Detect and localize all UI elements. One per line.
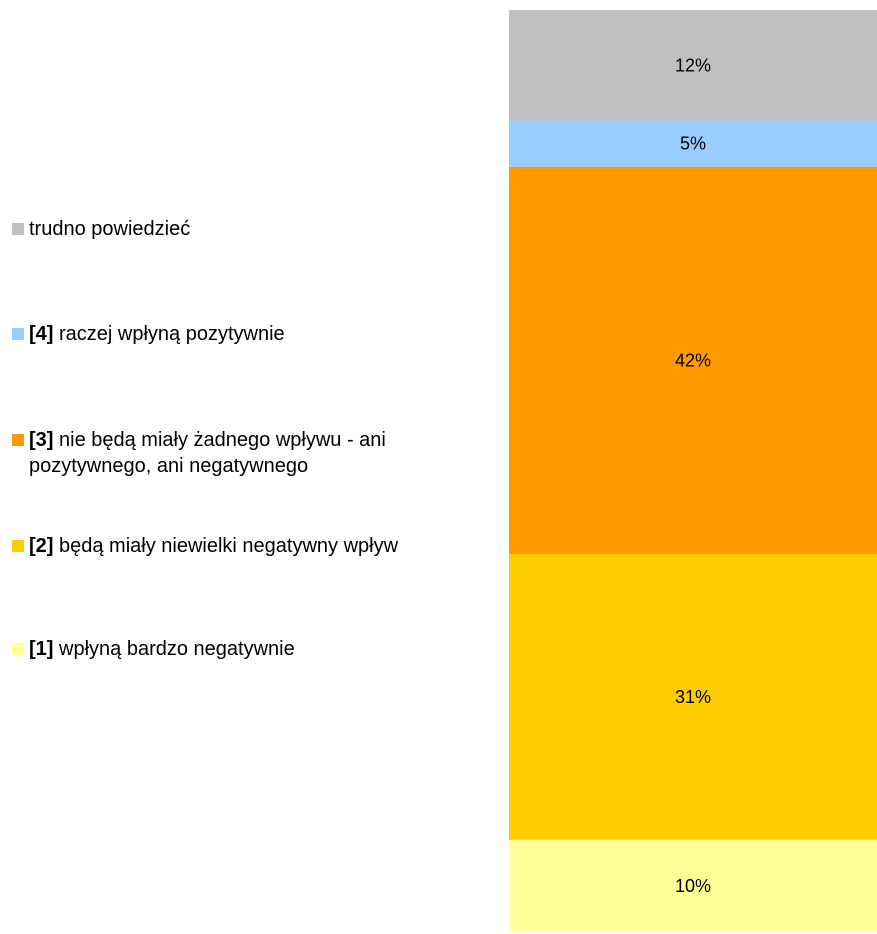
data-label-1: 10% [675, 876, 711, 896]
data-label-3: 42% [675, 350, 711, 370]
legend-item-1: [1] wpłyną bardzo negatywnie [12, 636, 409, 662]
legend-item-3: [3] nie będą miały żadnego wpływu - ani … [12, 427, 409, 479]
legend-item-trudno-powiedziec: trudno powiedzieć [12, 216, 409, 242]
data-label-2: 31% [675, 687, 711, 707]
data-label-5: 12% [675, 55, 711, 75]
bar-segment-3 [509, 166, 877, 554]
legend-swatch-1 [12, 643, 24, 655]
legend-label: wpłyną bardzo negatywnie [53, 638, 295, 660]
legend-swatch-trudno-powiedziec [12, 223, 24, 235]
bar-segment-4 [509, 120, 877, 167]
legend-label: nie będą miały żadnego wpływu - ani pozy… [29, 429, 386, 477]
legend-label: trudno powiedzieć [29, 218, 191, 240]
legend-code: [1] [29, 638, 54, 660]
data-label-4: 5% [680, 134, 706, 154]
legend-swatch-2 [12, 540, 24, 552]
legend-swatch-3 [12, 434, 24, 446]
legend-swatch-4 [12, 328, 24, 340]
legend-item-4: [4] raczej wpłyną pozytywnie [12, 321, 409, 347]
bar-segment-2 [509, 553, 877, 840]
bar-segment-5 [509, 10, 877, 121]
bar-segment-1 [509, 839, 877, 932]
legend-code: [3] [29, 429, 54, 451]
legend-label: raczej wpłyną pozytywnie [53, 323, 285, 345]
legend-item-2: [2] będą miały niewielki negatywny wpływ [12, 533, 409, 559]
legend-label: będą miały niewielki negatywny wpływ [53, 535, 399, 557]
legend-code: [2] [29, 535, 54, 557]
chart-legend: trudno powiedzieć [4] raczej wpłyną pozy… [12, 0, 492, 934]
legend-code: [4] [29, 323, 54, 345]
